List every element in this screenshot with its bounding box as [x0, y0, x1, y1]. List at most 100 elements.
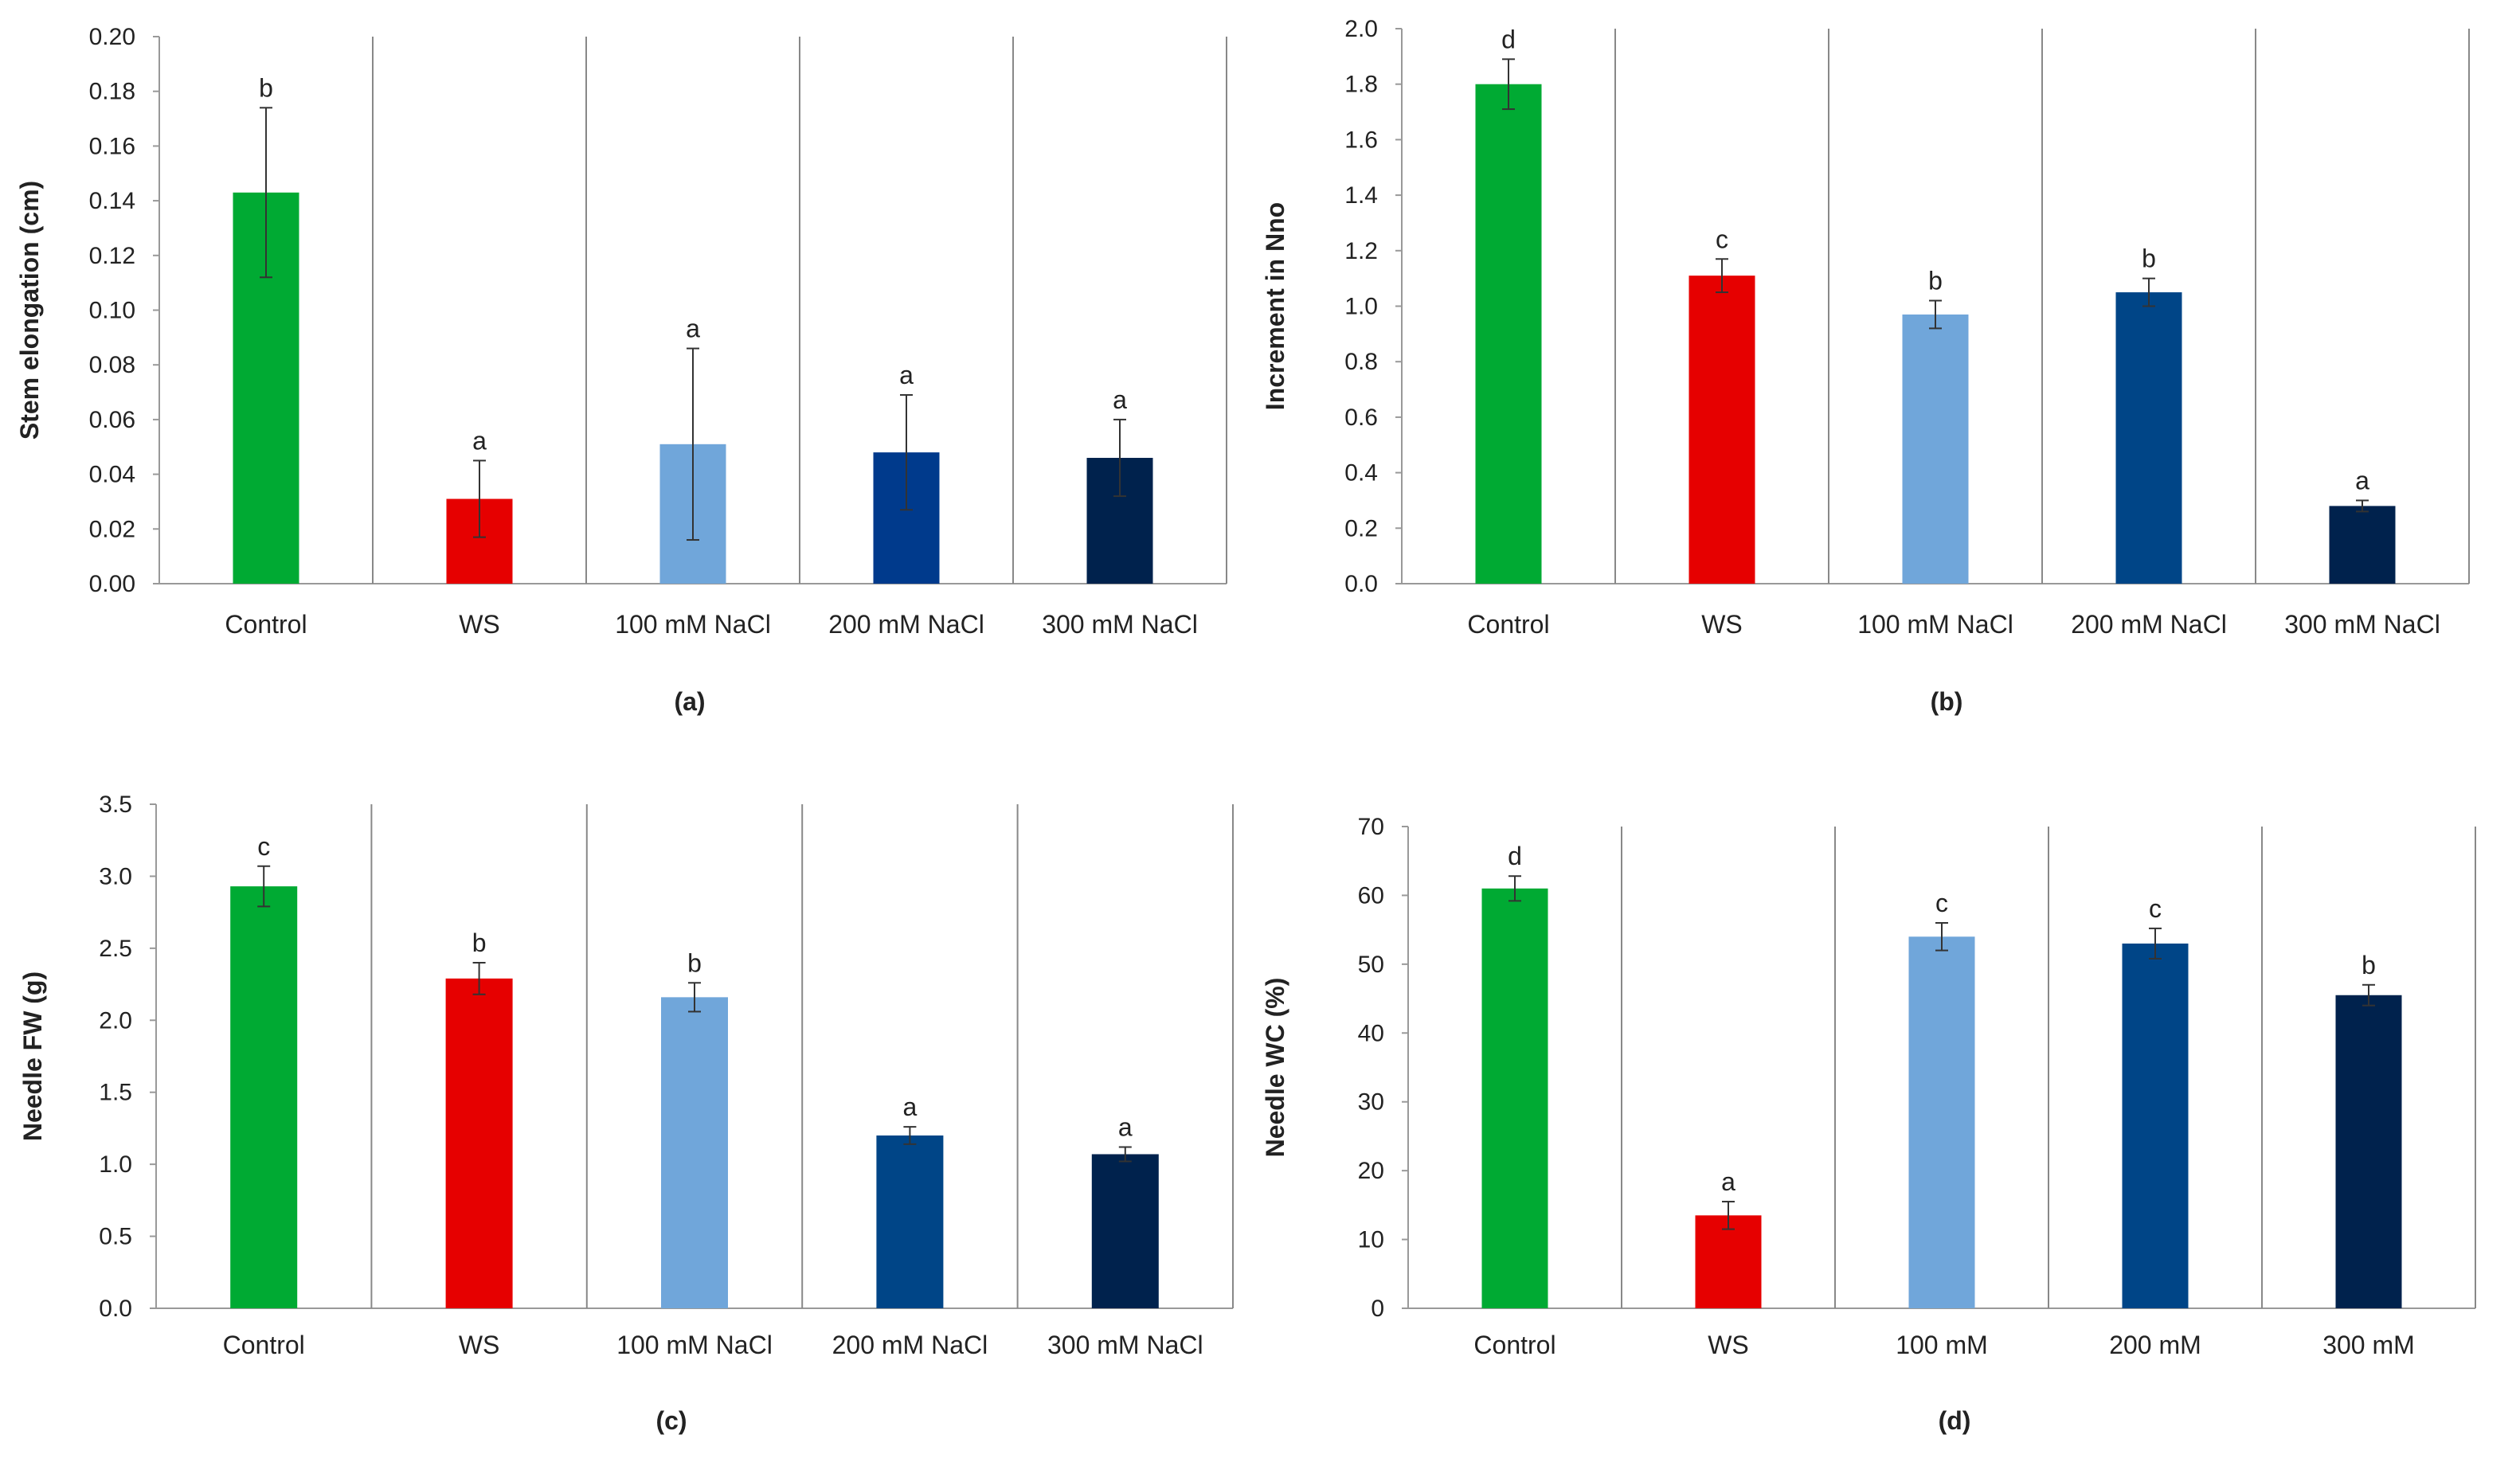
y-tick-label: 0.5: [99, 1224, 132, 1250]
bar-300-mm: [2335, 995, 2402, 1308]
bar-ws: [445, 978, 513, 1308]
y-tick-label: 1.5: [99, 1080, 132, 1106]
significance-letter: a: [1113, 385, 1127, 414]
y-tick-label: 1.8: [1344, 72, 1378, 98]
category-label: 100 mM: [1896, 1331, 1988, 1359]
y-tick-label: 40: [1358, 1020, 1384, 1046]
y-axis-title: Needle FW (g): [18, 971, 47, 1141]
y-tick-label: 1.4: [1344, 182, 1378, 209]
significance-letter: a: [1721, 1167, 1735, 1196]
y-tick-label: 50: [1358, 952, 1384, 978]
bar-100-mm-nacl: [661, 997, 728, 1308]
chart-panel-c: 0.0 0.5 1.0 1.5 2.0 2.5 3.0 3.5 Needle FW (g) c Co…: [18, 792, 1234, 1435]
significance-letter: a: [899, 361, 914, 389]
y-tick-label: 0.20: [89, 24, 135, 50]
significance-letter: a: [2355, 466, 2369, 494]
category-label: 300 mM NaCl: [1042, 610, 1198, 639]
y-tick-label: 0.0: [99, 1296, 132, 1322]
y-tick-label: 0.0: [1344, 571, 1378, 597]
significance-letter: c: [1716, 225, 1728, 253]
significance-letter: a: [472, 426, 487, 455]
y-tick-label: 0.02: [89, 516, 135, 542]
y-tick-label: 3.5: [99, 792, 132, 818]
y-tick-label: 0.06: [89, 407, 135, 433]
significance-letter: b: [472, 928, 487, 957]
category-label: 100 mM NaCl: [616, 1331, 773, 1359]
category-label: 300 mM NaCl: [1047, 1331, 1203, 1359]
category-label: 100 mM NaCl: [1857, 610, 2013, 639]
category-label: 300 mM NaCl: [2284, 610, 2440, 639]
significance-letter: b: [2362, 951, 2376, 979]
panel-caption: (b): [1931, 687, 1963, 716]
category-label: 200 mM: [2109, 1331, 2201, 1359]
panel-caption: (a): [674, 687, 705, 716]
y-tick-label: 0.2: [1344, 515, 1378, 541]
significance-letter: b: [259, 73, 273, 102]
y-tick-label: 0.12: [89, 243, 135, 269]
chart-panel-b: 0.0 0.2 0.4 0.6 0.8 1.0 1.2 1.4 1.6 1.8 2.0 Increme…: [1261, 16, 2470, 716]
category-label: WS: [1708, 1331, 1749, 1359]
y-axis-title: Needle WC (%): [1261, 978, 1289, 1158]
y-tick-label: 1.2: [1344, 238, 1378, 264]
y-tick-label: 1.0: [99, 1151, 132, 1178]
panel-caption: (d): [1939, 1406, 1971, 1435]
y-tick-label: 30: [1358, 1089, 1384, 1116]
significance-letter: b: [2142, 244, 2156, 273]
y-tick-label: 0.08: [89, 352, 135, 378]
y-tick-label: 3.0: [99, 863, 132, 889]
y-tick-label: 0.8: [1344, 349, 1378, 375]
bar-100-mm: [1908, 936, 1975, 1308]
y-tick-label: 2.0: [1344, 16, 1378, 42]
category-label: WS: [459, 1331, 500, 1359]
bar-300-mm-nacl: [1091, 1154, 1159, 1308]
y-tick-label: 1.6: [1344, 127, 1378, 153]
category-label: WS: [459, 610, 500, 639]
significance-letter: d: [1501, 25, 1516, 53]
bar-control: [1475, 84, 1542, 584]
category-label: 200 mM NaCl: [828, 610, 984, 639]
category-label: 200 mM NaCl: [832, 1331, 988, 1359]
y-tick-label: 60: [1358, 882, 1384, 909]
bar-control: [1481, 888, 1548, 1308]
significance-letter: c: [1935, 889, 1948, 917]
chart-panel-a: 0.00 0.02 0.04 0.06 0.08 0.10 0.12 0.14 0.16 0.18…: [15, 24, 1227, 716]
panel-caption: (c): [655, 1406, 687, 1435]
y-tick-label: 10: [1358, 1227, 1384, 1253]
y-tick-label: 0.04: [89, 462, 135, 488]
category-label: Control: [1467, 610, 1549, 639]
category-label: Control: [223, 1331, 305, 1359]
bar-200-mm-nacl: [876, 1135, 944, 1308]
bar-ws: [1688, 276, 1755, 584]
y-tick-label: 0.4: [1344, 460, 1378, 487]
y-tick-label: 70: [1358, 814, 1384, 840]
category-label: Control: [225, 610, 307, 639]
category-label: 100 mM NaCl: [615, 610, 771, 639]
bar-ws: [1695, 1215, 1762, 1308]
y-tick-label: 20: [1358, 1158, 1384, 1184]
bar-control: [230, 886, 298, 1308]
significance-letter: b: [1928, 267, 1943, 295]
bar-100-mm-nacl: [1902, 314, 1969, 584]
chart-panel-d: 0 10 20 30 40 50 60 70 Needle WC (%) d Control a WS c…: [1261, 814, 2476, 1435]
bar-200-mm: [2122, 943, 2189, 1308]
y-tick-label: 2.0: [99, 1007, 132, 1034]
y-tick-label: 0.10: [89, 298, 135, 324]
y-tick-label: 1.0: [1344, 294, 1378, 320]
y-tick-label: 0.14: [89, 188, 135, 214]
significance-letter: a: [903, 1093, 918, 1121]
y-tick-label: 2.5: [99, 936, 132, 962]
significance-letter: a: [1118, 1112, 1133, 1141]
category-label: WS: [1701, 610, 1743, 639]
y-tick-label: 0.16: [89, 133, 135, 159]
y-tick-label: 0.6: [1344, 405, 1378, 431]
y-axis-title: Increment in Nno: [1261, 202, 1289, 410]
y-axis-title: Stem elongation (cm): [15, 181, 44, 440]
significance-letter: d: [1508, 842, 1522, 870]
y-tick-label: 0: [1371, 1296, 1384, 1322]
significance-letter: b: [687, 948, 702, 977]
y-tick-label: 0.18: [89, 79, 135, 105]
category-label: 200 mM NaCl: [2071, 610, 2227, 639]
significance-letter: c: [257, 832, 270, 861]
significance-letter: c: [2149, 894, 2162, 923]
bar-300-mm-nacl: [2329, 506, 2396, 584]
